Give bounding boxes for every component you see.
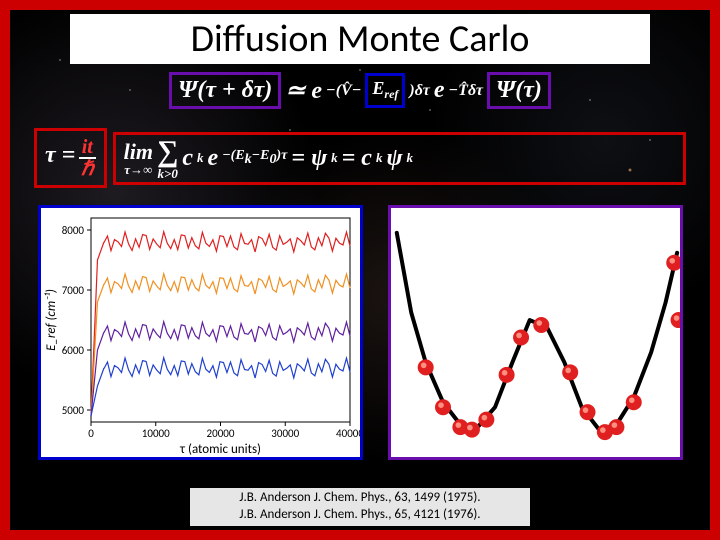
approx-symbol: ≃ e <box>285 76 322 105</box>
equation-2: τ = it ℏ lim τ→∞ ∑ k>0 ck e −(Ek−E0)τ = … <box>34 128 686 188</box>
svg-text:7000: 7000 <box>62 284 85 297</box>
psi-tau-box: Ψ(τ) <box>487 72 551 109</box>
equation-1: Ψ(τ + δτ) ≃ e −(V̂− Eref )δτ e −T̂δτ Ψ(τ… <box>40 72 680 109</box>
svg-text:20000: 20000 <box>207 427 235 440</box>
svg-text:6000: 6000 <box>62 344 85 357</box>
e-mid: e <box>434 77 445 104</box>
citation-1: J.B. Anderson J. Chem. Phys., 63, 1499 (… <box>192 490 528 507</box>
svg-text:40000: 40000 <box>336 427 360 440</box>
svg-text:5000: 5000 <box>62 404 85 417</box>
citations: J.B. Anderson J. Chem. Phys., 63, 1499 (… <box>190 488 530 526</box>
tau-definition-box: τ = it ℏ <box>34 128 107 188</box>
exp-ek-e0: −(Ek−E0)τ <box>222 148 287 168</box>
svg-text:τ (atomic units): τ (atomic units) <box>179 442 261 457</box>
svg-text:10000: 10000 <box>142 427 170 440</box>
citation-2: J.B. Anderson J. Chem. Phys., 65, 4121 (… <box>192 507 528 524</box>
svg-text:0: 0 <box>88 427 94 440</box>
exp-1a: −(V̂− <box>326 82 361 100</box>
eref-trace-svg: 5000 6000 7000 8000 0 10000 20000 30000 40000 E_r… <box>41 208 360 457</box>
exp-1b: )δτ <box>409 82 429 100</box>
psi-tau-plus-dtau-box: Ψ(τ + δτ) <box>169 72 281 109</box>
eref-trace-chart: 5000 6000 7000 8000 0 10000 20000 30000 40000 E_r… <box>38 205 363 460</box>
eref-box: Eref <box>365 73 405 107</box>
svg-text:E_ref (cm⁻¹): E_ref (cm⁻¹) <box>44 289 59 351</box>
slide-title: Diffusion Monte Carlo <box>70 14 650 64</box>
double-well-svg <box>391 208 680 457</box>
slide: Diffusion Monte Carlo Ψ(τ + δτ) ≃ e −(V̂… <box>0 0 720 540</box>
svg-text:8000: 8000 <box>62 224 85 237</box>
svg-text:30000: 30000 <box>271 427 299 440</box>
exp-2: −T̂δτ <box>448 82 483 100</box>
limit-expression-box: lim τ→∞ ∑ k>0 ck e −(Ek−E0)τ = ψk = ck ψ… <box>113 132 686 185</box>
double-well-chart <box>388 205 683 460</box>
